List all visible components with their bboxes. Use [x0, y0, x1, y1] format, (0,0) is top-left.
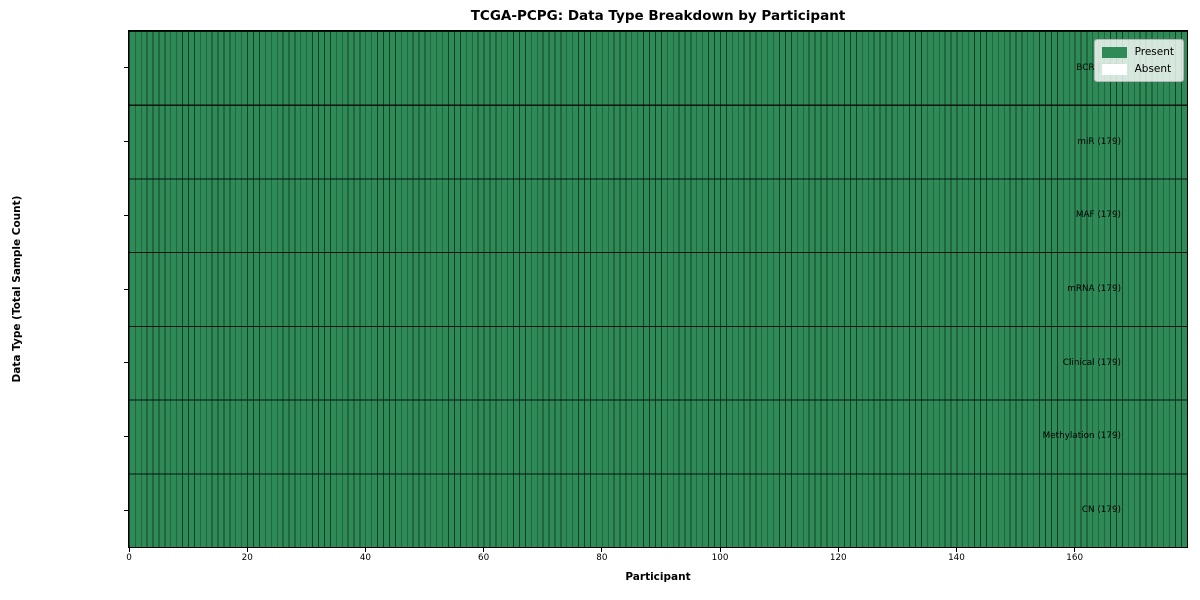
y-tick-mark	[124, 362, 128, 364]
legend-swatch-absent	[1101, 63, 1127, 75]
y-tick-label: mRNA (179)	[1067, 284, 1121, 294]
legend-label: Absent	[1134, 63, 1172, 75]
y-tick-mark	[124, 435, 128, 437]
y-tick-label: miR (179)	[1077, 136, 1121, 147]
x-tick-label: 120	[829, 553, 847, 563]
y-tick-label: CN (179)	[1081, 505, 1121, 516]
x-tick-label: 80	[596, 553, 608, 563]
heatmap-grid	[128, 30, 1188, 548]
legend-label: Present	[1134, 46, 1174, 58]
y-tick-label: Clinical (179)	[1062, 357, 1121, 368]
x-tick-label: 0	[126, 553, 132, 563]
x-tick-mark	[246, 548, 248, 552]
chart-title: TCGA-PCPG: Data Type Breakdown by Partic…	[470, 8, 846, 24]
x-tick-label: 100	[711, 553, 729, 563]
x-tick-mark	[837, 548, 839, 552]
legend-swatch-present	[1101, 46, 1127, 58]
y-tick-label: Methylation (179)	[1042, 431, 1121, 442]
x-tick-mark	[1074, 548, 1076, 552]
y-axis-label: Data Type (Total Sample Count)	[11, 195, 23, 383]
x-tick-mark	[128, 548, 130, 552]
y-tick-mark	[124, 67, 128, 69]
legend-entry-present: Present	[1101, 46, 1174, 58]
y-tick-label: MAF (179)	[1075, 210, 1121, 221]
y-tick-mark	[124, 141, 128, 143]
y-tick-mark	[124, 214, 128, 216]
x-tick-label: 60	[478, 553, 490, 563]
x-tick-mark	[719, 548, 721, 552]
x-tick-label: 20	[241, 553, 253, 563]
legend-entry-absent: Absent	[1101, 63, 1174, 75]
x-tick-mark	[364, 548, 366, 552]
x-tick-mark	[601, 548, 603, 552]
x-tick-label: 160	[1066, 553, 1084, 563]
y-tick-mark	[124, 509, 128, 511]
x-tick-mark	[955, 548, 957, 552]
x-axis-label: Participant	[625, 571, 691, 583]
legend: Present Absent	[1093, 39, 1184, 82]
y-tick-mark	[124, 288, 128, 290]
x-tick-label: 40	[359, 553, 372, 563]
x-tick-mark	[483, 548, 485, 552]
x-tick-label: 140	[948, 553, 965, 563]
